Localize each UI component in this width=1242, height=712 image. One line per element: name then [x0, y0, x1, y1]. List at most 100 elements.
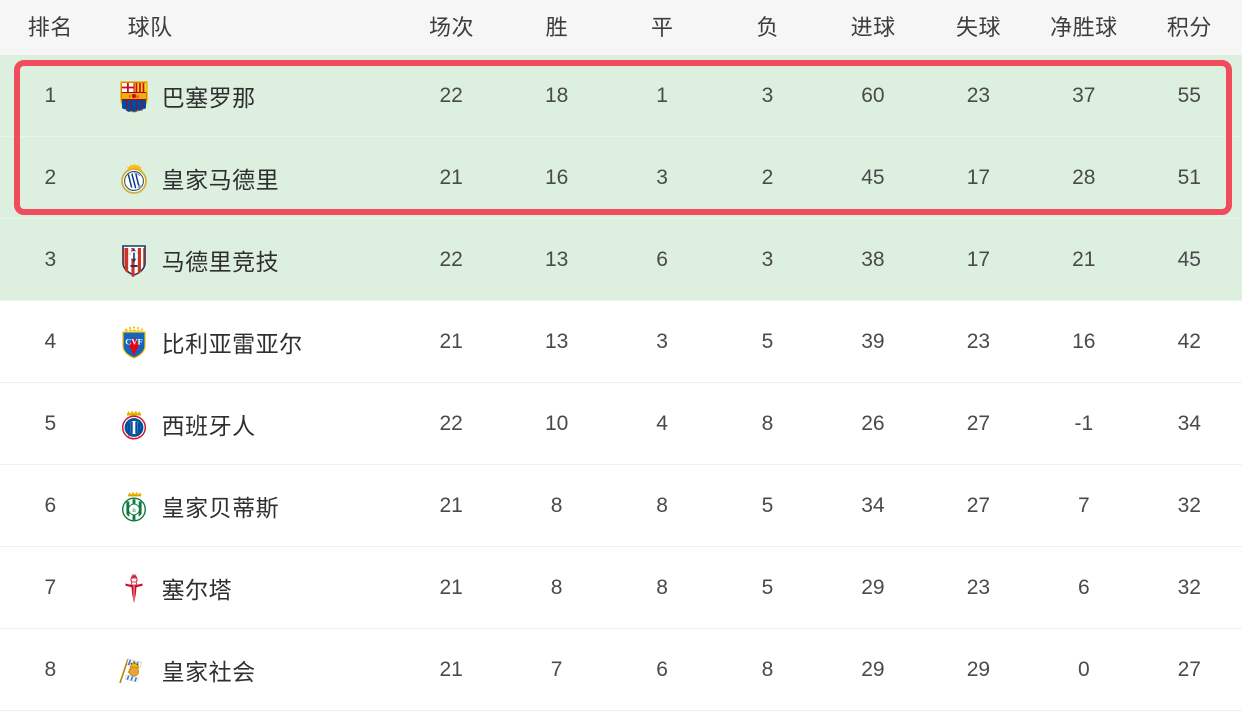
column-header-rank[interactable]: 排名 — [27, 14, 73, 40]
cell-points: 34 — [1177, 412, 1201, 435]
cell-team[interactable]: CVF 比利亚雷亚尔 — [101, 325, 399, 359]
column-header-goals-against[interactable]: 失球 — [956, 14, 1002, 40]
team-name: 比利亚雷亚尔 — [161, 331, 303, 357]
cell-win: 8 — [550, 576, 563, 599]
cell-rank: 3 — [44, 248, 57, 271]
cell-goal-difference: -1 — [1074, 412, 1094, 435]
cell-draw: 8 — [656, 576, 668, 599]
table-row[interactable]: 6 B 皇家贝蒂斯 21 8 8 5 34 27 7 32 — [0, 465, 1242, 547]
cell-team[interactable]: R C D E 西班牙人 — [101, 407, 399, 441]
cell-goals-against: 17 — [966, 166, 991, 189]
cell-goals-for: 26 — [861, 412, 885, 435]
cell-loss: 8 — [761, 658, 774, 681]
team-name: 皇家贝蒂斯 — [161, 495, 280, 521]
cell-played: 21 — [439, 166, 463, 189]
cell-team[interactable]: 皇家马德里 — [101, 161, 399, 195]
column-header-draw[interactable]: 平 — [651, 14, 674, 40]
real-madrid-crest — [117, 161, 151, 195]
cell-played: 22 — [439, 84, 463, 107]
cell-draw: 3 — [656, 330, 668, 353]
table-row[interactable]: 1 F C B 巴塞罗那 22 18 1 3 60 23 37 55 — [0, 55, 1242, 137]
cell-rank: 1 — [44, 84, 57, 107]
team-name: 巴塞罗那 — [161, 85, 256, 111]
cell-team[interactable]: B 皇家贝蒂斯 — [101, 489, 399, 523]
column-header-played[interactable]: 场次 — [428, 14, 474, 40]
cell-team[interactable]: 皇家社会 — [101, 653, 399, 687]
team-name: 塞尔塔 — [161, 577, 233, 603]
cell-played: 21 — [439, 576, 463, 599]
cell-goals-for: 34 — [861, 494, 885, 517]
cell-win: 13 — [544, 330, 569, 353]
cell-points: 51 — [1177, 166, 1201, 189]
cell-team[interactable]: 马德里竞技 — [101, 243, 399, 277]
cell-goals-against: 29 — [966, 658, 991, 681]
cell-loss: 5 — [761, 494, 774, 517]
cell-win: 18 — [544, 84, 569, 107]
cell-points: 45 — [1177, 248, 1201, 271]
table-row[interactable]: 2 皇家马德里 21 16 3 2 45 17 28 51 — [0, 137, 1242, 219]
table-row[interactable]: 7 塞尔塔 21 8 8 5 29 23 6 32 — [0, 547, 1242, 629]
column-header-team[interactable]: 球队 — [127, 14, 173, 40]
cell-goals-against: 23 — [966, 330, 991, 353]
table-row[interactable]: 5 R C D E 西班牙人 22 10 4 8 26 27 -1 34 — [0, 383, 1242, 465]
cell-team[interactable]: 塞尔塔 — [101, 571, 399, 605]
cell-played: 21 — [439, 658, 463, 681]
column-header-win[interactable]: 胜 — [545, 14, 569, 40]
cell-win: 10 — [544, 412, 569, 435]
cell-goal-difference: 16 — [1072, 330, 1096, 353]
barcelona-crest: F C B — [117, 79, 151, 113]
cell-goal-difference: 21 — [1072, 248, 1096, 271]
cell-played: 22 — [439, 248, 463, 271]
column-header-points[interactable]: 积分 — [1166, 14, 1212, 40]
cell-rank: 5 — [44, 412, 57, 435]
cell-goal-difference: 28 — [1072, 166, 1096, 189]
cell-goal-difference: 0 — [1077, 658, 1090, 681]
cell-loss: 3 — [761, 84, 774, 107]
espanyol-crest: R C D E — [117, 407, 151, 441]
real-betis-crest: B — [117, 489, 151, 523]
cell-played: 21 — [439, 494, 463, 517]
cell-goals-against: 17 — [966, 248, 991, 271]
table-row[interactable]: 4 CVF 比利亚雷亚尔 21 13 3 5 39 23 16 42 — [0, 301, 1242, 383]
cell-draw: 6 — [656, 658, 668, 681]
cell-loss: 8 — [761, 412, 774, 435]
cell-loss: 2 — [761, 166, 774, 189]
villarreal-crest: CVF — [117, 325, 151, 359]
column-header-goal-difference[interactable]: 净胜球 — [1050, 14, 1118, 40]
real-sociedad-crest — [117, 653, 151, 687]
svg-text:CVF: CVF — [125, 337, 142, 347]
cell-win: 16 — [544, 166, 569, 189]
cell-team[interactable]: F C B 巴塞罗那 — [101, 79, 399, 113]
cell-points: 32 — [1177, 576, 1201, 599]
team-name: 西班牙人 — [161, 413, 256, 439]
cell-goals-for: 45 — [861, 166, 885, 189]
cell-loss: 3 — [761, 248, 774, 271]
cell-loss: 5 — [761, 330, 774, 353]
cell-points: 42 — [1177, 330, 1201, 353]
cell-goal-difference: 6 — [1077, 576, 1090, 599]
column-header-loss[interactable]: 负 — [756, 14, 779, 40]
cell-played: 22 — [439, 412, 463, 435]
cell-points: 55 — [1177, 84, 1201, 107]
cell-rank: 6 — [44, 494, 57, 517]
cell-goals-for: 29 — [861, 576, 885, 599]
cell-played: 21 — [439, 330, 463, 353]
cell-draw: 1 — [656, 84, 668, 107]
cell-goals-for: 38 — [861, 248, 885, 271]
cell-goal-difference: 7 — [1077, 494, 1090, 517]
team-name: 皇家马德里 — [161, 167, 280, 193]
cell-draw: 6 — [656, 248, 668, 271]
cell-goals-against: 27 — [966, 412, 991, 435]
table-row[interactable]: 3 马德里竞技 22 13 6 3 38 17 21 45 — [0, 219, 1242, 301]
team-name: 马德里竞技 — [161, 249, 280, 275]
column-header-goals-for[interactable]: 进球 — [850, 14, 896, 40]
cell-rank: 2 — [44, 166, 57, 189]
cell-rank: 8 — [44, 658, 57, 681]
cell-win: 13 — [544, 248, 569, 271]
svg-text:B: B — [132, 508, 136, 514]
team-name: 皇家社会 — [161, 659, 256, 685]
table-row[interactable]: 8 皇家社会 21 7 6 8 29 29 0 27 — [0, 629, 1242, 711]
atletico-madrid-crest — [117, 243, 151, 277]
cell-points: 32 — [1177, 494, 1201, 517]
cell-draw: 4 — [656, 412, 668, 435]
